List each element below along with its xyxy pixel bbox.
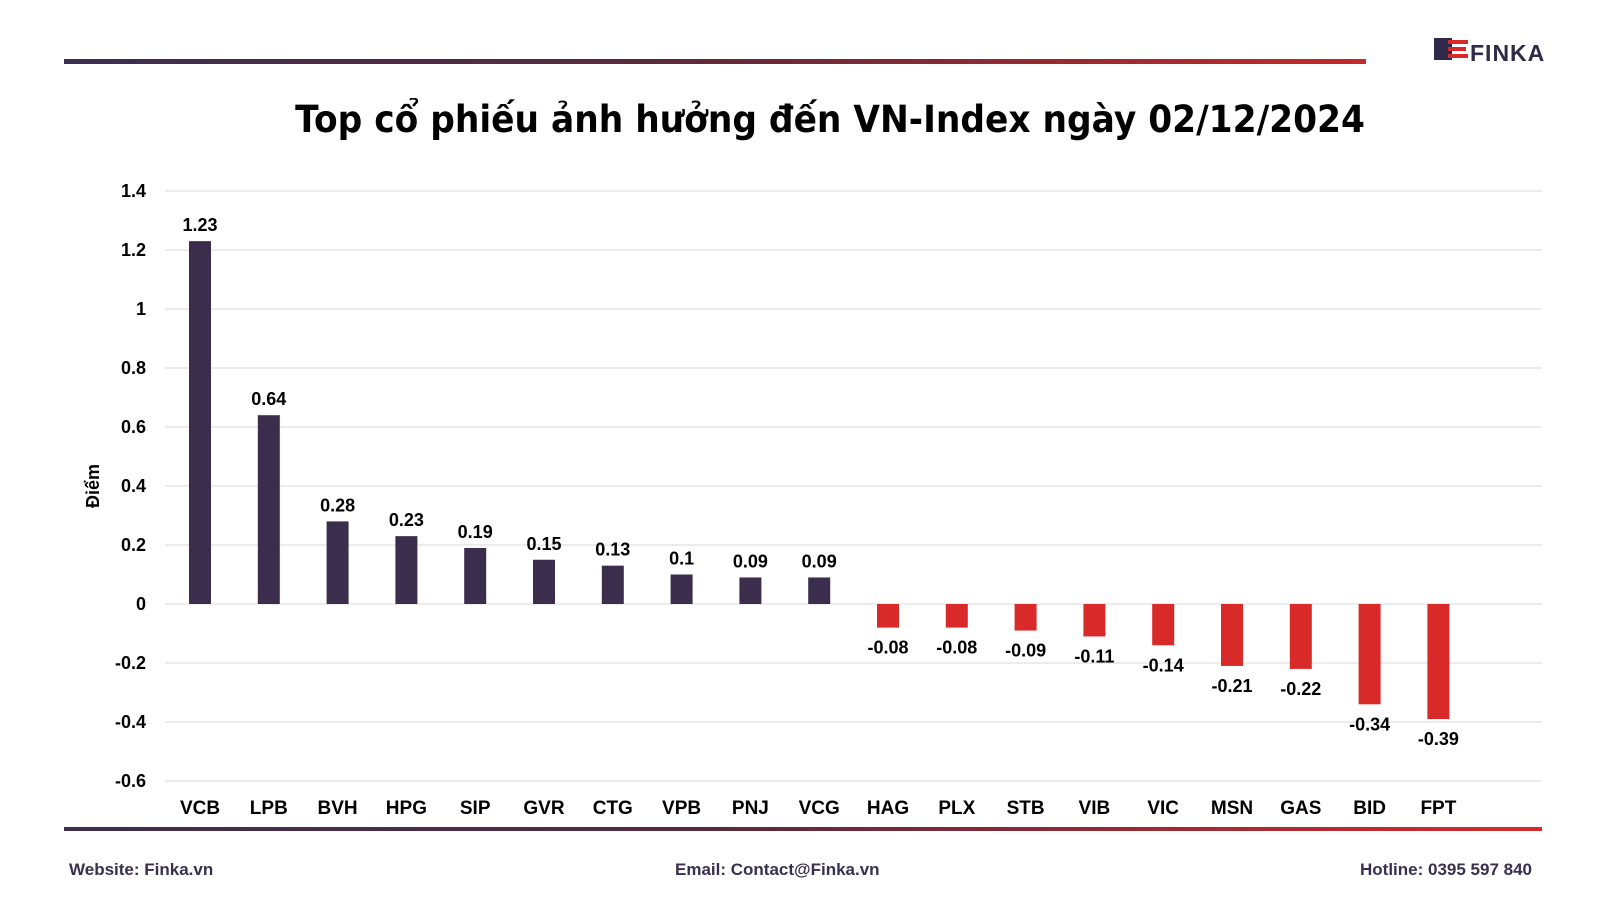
data-label: 1.23 [182, 215, 217, 235]
bar-msn [1221, 604, 1243, 666]
y-tick-label: 0.6 [121, 417, 146, 437]
x-tick-label: STB [1007, 798, 1045, 819]
x-tick-label: GVR [523, 798, 564, 819]
x-tick-label: PLX [938, 798, 975, 819]
bar-vcb [189, 241, 211, 604]
y-tick-label: 0.8 [121, 358, 146, 378]
bar-vcg [808, 577, 831, 604]
x-tick-label: LPB [250, 798, 288, 819]
y-tick-label: 1.4 [121, 181, 146, 201]
y-tick-label: 1 [136, 299, 146, 319]
x-tick-label: CTG [593, 798, 633, 819]
data-label: 0.09 [733, 551, 768, 571]
top-divider [64, 59, 1366, 64]
bar-bvh [326, 521, 349, 604]
data-label: -0.11 [1074, 646, 1114, 666]
data-label: -0.08 [867, 638, 908, 658]
footer-website: Website: Finka.vn [69, 860, 214, 879]
x-tick-label: BVH [318, 798, 358, 819]
x-tick-label: VIB [1079, 798, 1111, 819]
x-tick-label: HPG [386, 798, 427, 819]
brand-logo: FINKA [1434, 36, 1564, 70]
data-label: 0.09 [802, 551, 837, 571]
data-label: -0.14 [1143, 655, 1184, 675]
finka-logo-icon [1434, 38, 1468, 60]
bar-sip [464, 547, 487, 604]
y-tick-label: -0.6 [115, 771, 146, 791]
bar-gvr [533, 559, 555, 604]
y-tick-label: 0 [136, 594, 146, 614]
y-tick-label: 0.2 [121, 535, 146, 555]
data-label: 0.19 [458, 522, 493, 542]
footer-hotline: Hotline: 0395 597 840 [1360, 860, 1532, 879]
x-tick-label: SIP [460, 798, 491, 819]
bottom-divider [64, 827, 1542, 831]
x-tick-label: GAS [1280, 798, 1321, 819]
data-label: -0.09 [1005, 641, 1046, 661]
x-tick-label: FPT [1420, 798, 1456, 819]
x-tick-label: VCB [180, 798, 220, 819]
bar-hpg [395, 536, 418, 604]
data-label: -0.22 [1280, 679, 1321, 699]
data-label: 0.13 [595, 540, 630, 560]
bar-gas [1289, 604, 1312, 669]
x-tick-label: BID [1353, 798, 1386, 819]
data-label: 0.15 [526, 534, 561, 554]
bar-bid [1358, 604, 1381, 705]
footer-email: Email: Contact@Finka.vn [675, 860, 880, 879]
bar-pnj [739, 577, 762, 604]
x-tick-label: PNJ [732, 798, 769, 819]
x-tick-label: MSN [1211, 798, 1253, 819]
x-tick-label: VCG [799, 798, 840, 819]
data-label: -0.21 [1211, 676, 1252, 696]
y-tick-label: 1.2 [121, 240, 146, 260]
chart-title: Top cổ phiếu ảnh hưởng đến VN-Index ngày… [295, 98, 1365, 141]
data-label: -0.39 [1418, 729, 1459, 749]
data-label: -0.08 [936, 638, 977, 658]
data-label: 0.23 [389, 510, 424, 530]
bar-fpt [1427, 604, 1450, 720]
bar-lpb [257, 415, 280, 604]
data-label: -0.34 [1349, 714, 1390, 734]
x-tick-label: VPB [662, 798, 701, 819]
x-tick-label: HAG [867, 798, 909, 819]
bar-stb [1014, 604, 1037, 631]
y-axis-label: Điểm [83, 464, 103, 508]
data-label: 0.64 [251, 389, 286, 409]
bar-vib [1083, 604, 1106, 637]
bar-hag [877, 604, 899, 628]
brand-name: FINKA [1470, 40, 1546, 66]
data-label: 0.1 [669, 549, 694, 569]
y-tick-label: -0.2 [115, 653, 146, 673]
x-tick-label: VIC [1147, 798, 1179, 819]
bar-plx [945, 604, 968, 628]
bar-vpb [670, 574, 693, 604]
bar-ctg [601, 565, 624, 604]
data-label: 0.28 [320, 495, 355, 515]
bar-vic [1152, 604, 1175, 646]
y-tick-label: 0.4 [121, 476, 146, 496]
y-tick-label: -0.4 [115, 712, 146, 732]
